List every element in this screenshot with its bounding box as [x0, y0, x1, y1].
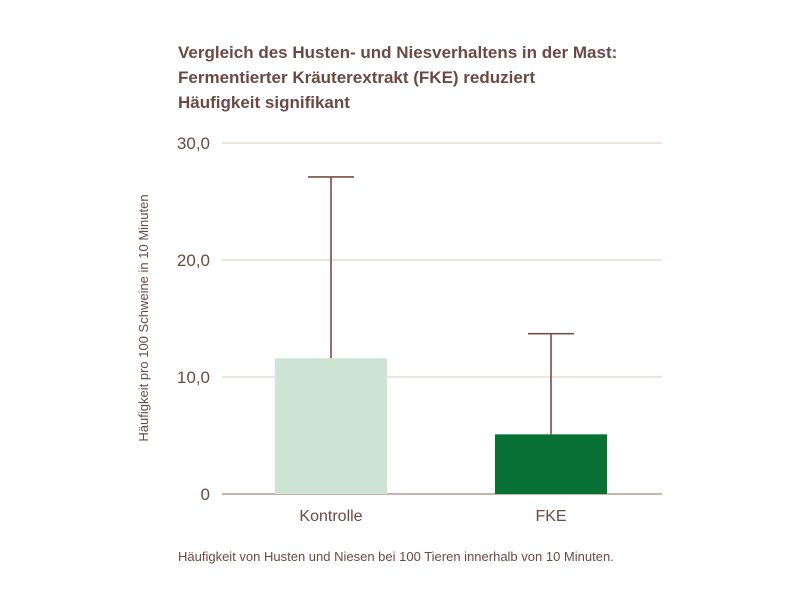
x-tick-label: Kontrolle: [299, 508, 362, 525]
bar-fke: [495, 434, 607, 494]
y-tick-label: 20,0: [177, 251, 210, 270]
x-tick-label: FKE: [535, 508, 566, 525]
y-tick-label: 10,0: [177, 368, 210, 387]
title-line-1: Vergleich des Husten- und Niesverhaltens…: [178, 43, 618, 62]
title-line-3: Häufigkeit signifikant: [178, 93, 350, 112]
y-axis-label: Häufigkeit pro 100 Schweine in 10 Minute…: [136, 194, 151, 441]
chart-caption: Häufigkeit von Husten und Niesen bei 100…: [178, 549, 614, 564]
y-tick-label: 0: [201, 485, 210, 504]
chart-title: Vergleich des Husten- und Niesverhaltens…: [178, 40, 698, 115]
y-tick-label: 30,0: [177, 134, 210, 153]
title-line-2: Fermentierter Kräuterextrakt (FKE) reduz…: [178, 68, 536, 87]
bar-kontrolle: [275, 358, 387, 494]
bar-chart: 0 10,0 20,0 30,0 Häufigkeit pro 100 Schweine…: [136, 134, 662, 525]
